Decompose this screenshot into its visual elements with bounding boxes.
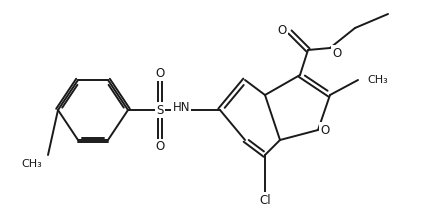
Text: O: O xyxy=(332,46,341,60)
Text: O: O xyxy=(278,24,287,36)
Text: CH₃: CH₃ xyxy=(367,75,388,85)
Text: O: O xyxy=(156,67,164,80)
Text: O: O xyxy=(156,140,164,153)
Text: Cl: Cl xyxy=(259,194,271,206)
Text: O: O xyxy=(320,124,330,136)
Text: S: S xyxy=(156,104,164,116)
Text: HN: HN xyxy=(173,100,190,114)
Text: CH₃: CH₃ xyxy=(21,159,42,169)
